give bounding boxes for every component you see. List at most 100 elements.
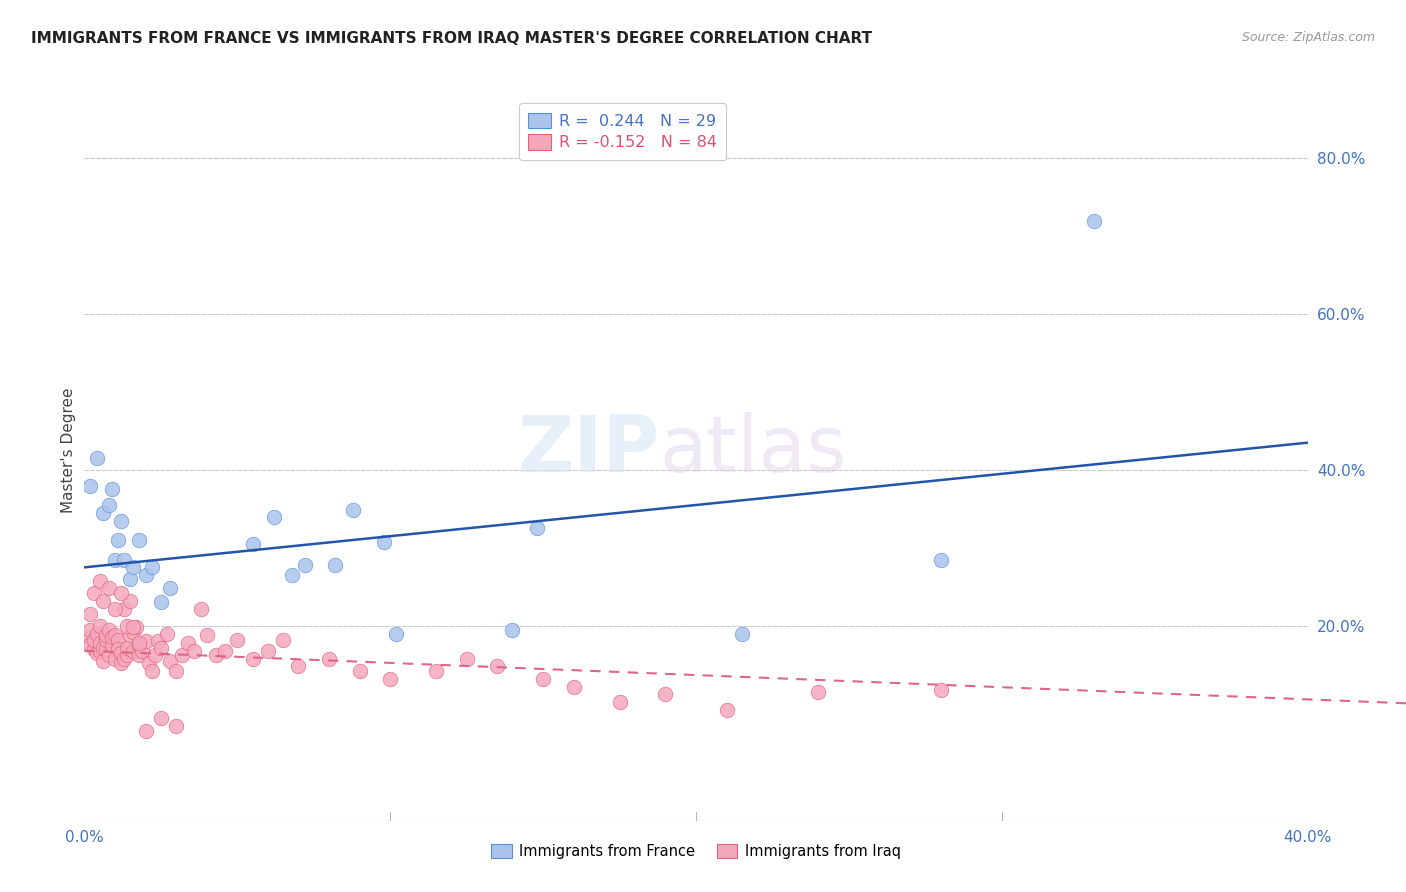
Point <box>112 552 135 566</box>
Point <box>929 682 952 697</box>
Point <box>177 636 200 650</box>
Point <box>141 664 163 678</box>
Point <box>89 644 111 658</box>
Point <box>110 586 132 600</box>
Point <box>731 626 754 640</box>
Point <box>172 648 194 663</box>
Point <box>456 651 478 665</box>
Point <box>83 586 105 600</box>
Point <box>94 628 117 642</box>
Point <box>205 648 228 663</box>
Point <box>128 636 150 650</box>
Point <box>110 657 132 671</box>
Point <box>76 631 98 645</box>
Point <box>156 626 179 640</box>
Point <box>159 582 181 596</box>
Point <box>101 638 124 652</box>
Point <box>502 623 524 637</box>
Point <box>112 651 135 665</box>
Point <box>120 628 142 642</box>
Point <box>380 672 402 686</box>
Point <box>91 654 114 668</box>
Point <box>101 631 124 645</box>
Point <box>807 685 830 699</box>
Point <box>79 478 101 492</box>
Point <box>526 521 548 535</box>
Text: IMMIGRANTS FROM FRANCE VS IMMIGRANTS FROM IRAQ MASTER'S DEGREE CORRELATION CHART: IMMIGRANTS FROM FRANCE VS IMMIGRANTS FRO… <box>31 31 872 46</box>
Point <box>141 560 163 574</box>
Point <box>86 626 108 640</box>
Point <box>165 664 187 678</box>
Text: Source: ZipAtlas.com: Source: ZipAtlas.com <box>1241 31 1375 45</box>
Point <box>112 601 135 615</box>
Point <box>287 659 309 673</box>
Point <box>318 651 340 665</box>
Point <box>79 623 101 637</box>
Point <box>257 644 280 658</box>
Point <box>1083 213 1105 227</box>
Point <box>716 703 738 717</box>
Point <box>110 514 132 528</box>
Point <box>91 594 114 608</box>
Point <box>159 654 181 668</box>
Point <box>149 595 172 609</box>
Point <box>89 636 111 650</box>
Point <box>271 632 294 647</box>
Y-axis label: Master's Degree: Master's Degree <box>60 388 76 513</box>
Point <box>107 533 129 547</box>
Point <box>125 620 148 634</box>
Point <box>83 642 105 657</box>
Point <box>107 632 129 647</box>
Point <box>110 646 132 660</box>
Point <box>131 644 153 658</box>
Point <box>226 632 249 647</box>
Point <box>138 657 160 671</box>
Point <box>135 568 157 582</box>
Point <box>97 623 120 637</box>
Point <box>115 648 138 663</box>
Point <box>104 601 127 615</box>
Point <box>97 582 120 596</box>
Point <box>146 634 169 648</box>
Point <box>654 687 676 701</box>
Point <box>94 632 117 647</box>
Point <box>135 724 157 739</box>
Point <box>385 626 408 640</box>
Point <box>214 644 236 658</box>
Point <box>135 634 157 648</box>
Point <box>165 718 187 732</box>
Point <box>486 659 509 673</box>
Point <box>86 646 108 660</box>
Point <box>104 552 127 566</box>
Point <box>531 672 554 686</box>
Legend: Immigrants from France, Immigrants from Iraq: Immigrants from France, Immigrants from … <box>485 838 907 865</box>
Point <box>120 594 142 608</box>
Point <box>115 619 138 633</box>
Point <box>323 558 346 572</box>
Point <box>122 625 145 640</box>
Point <box>195 628 218 642</box>
Point <box>104 628 127 642</box>
Point <box>79 638 101 652</box>
Point <box>101 483 124 497</box>
Point <box>183 644 205 658</box>
Point <box>97 648 120 663</box>
Point <box>149 711 172 725</box>
Point <box>89 619 111 633</box>
Point <box>83 632 105 647</box>
Point <box>242 537 264 551</box>
Point <box>425 664 447 678</box>
Point <box>190 601 212 615</box>
Point <box>128 533 150 547</box>
Point <box>86 451 108 466</box>
Point <box>97 498 120 512</box>
Point <box>91 506 114 520</box>
Point <box>281 568 304 582</box>
Point <box>562 680 585 694</box>
Point <box>373 534 395 549</box>
Point <box>107 642 129 657</box>
Point <box>128 648 150 663</box>
Point <box>104 651 127 665</box>
Point <box>89 574 111 588</box>
Point <box>609 695 631 709</box>
